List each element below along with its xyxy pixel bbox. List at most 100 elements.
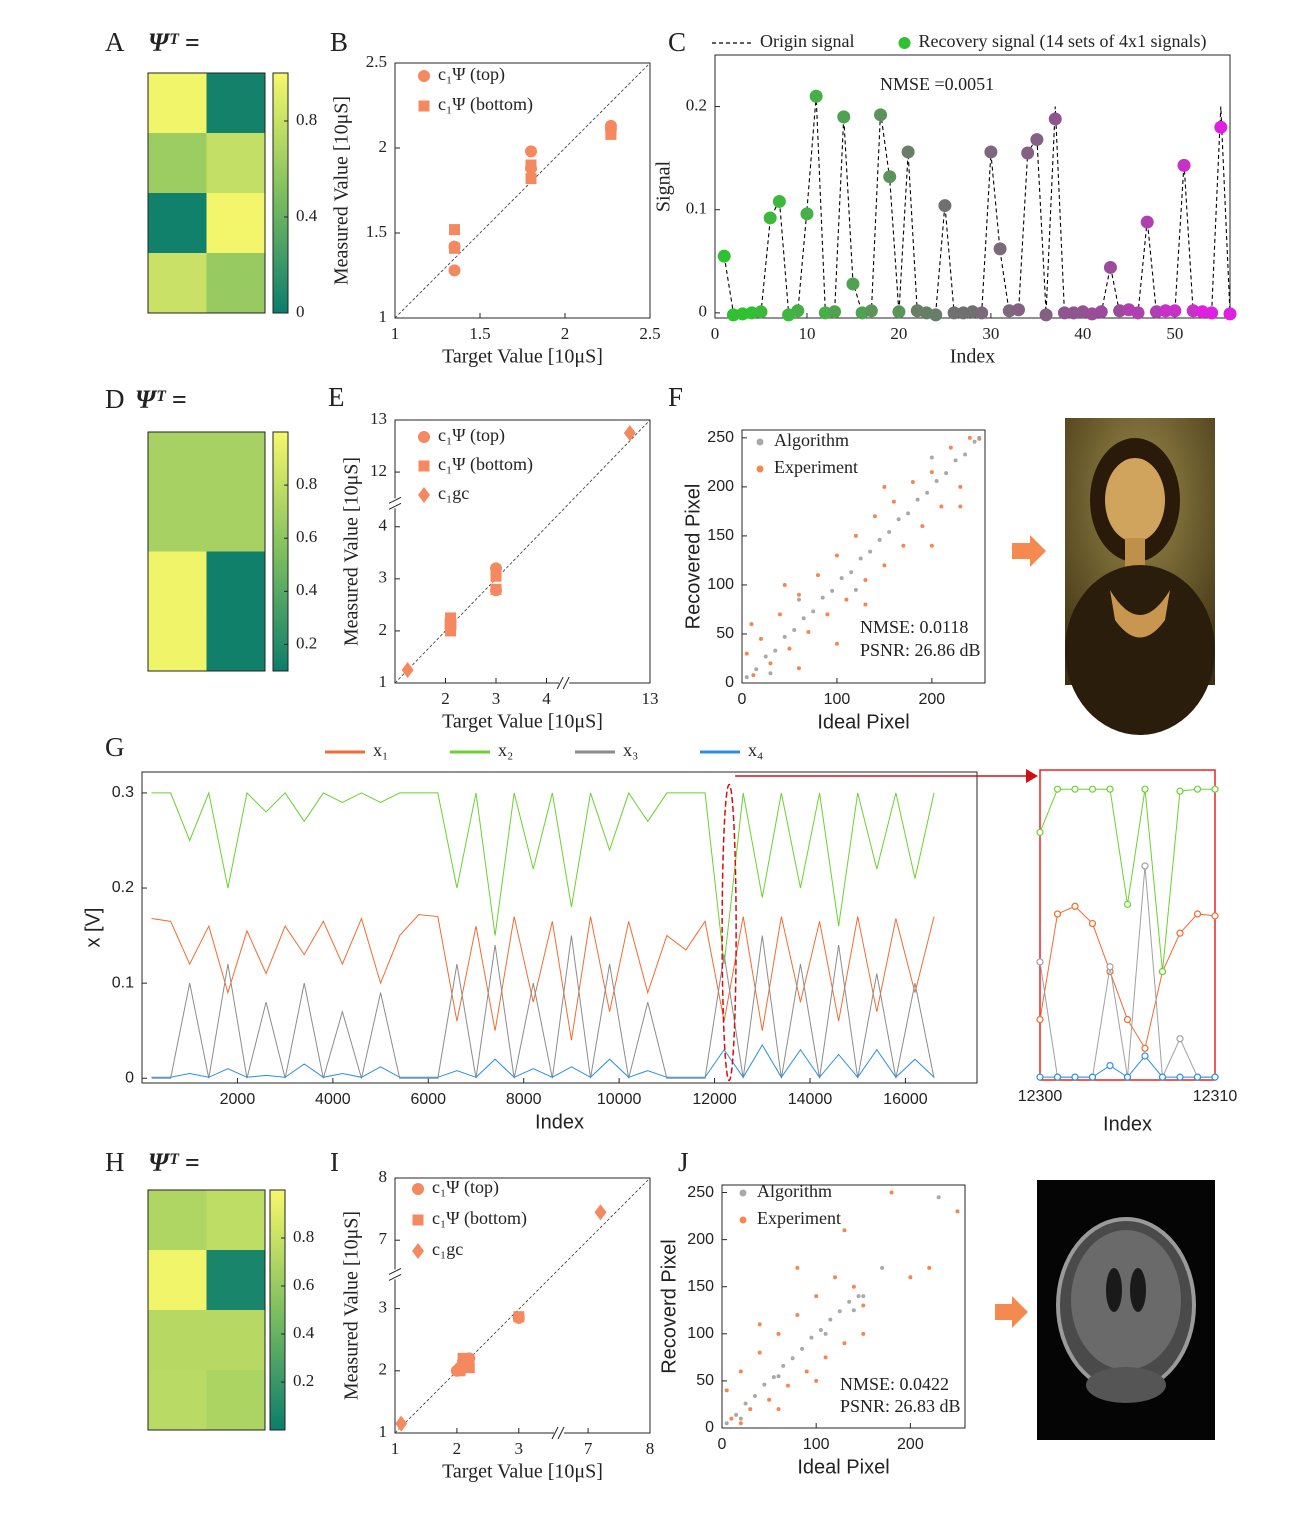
data-point (972, 439, 977, 444)
data-point (908, 1275, 913, 1280)
y-tick-label: 2.5 (366, 52, 387, 71)
data-point (796, 592, 801, 597)
data-point (1131, 306, 1145, 320)
panel-label: H (105, 1147, 125, 1177)
y-axis-label: Recoverd Pixel (658, 1239, 680, 1374)
y-axis-label: Measured Value [10μS] (331, 96, 353, 285)
legend-label: x₃ (623, 740, 638, 760)
data-point (1123, 1073, 1132, 1081)
data-point (1053, 1073, 1062, 1081)
data-point (1071, 785, 1079, 793)
data-line (151, 935, 935, 1079)
data-point (763, 654, 768, 659)
data-point (901, 543, 906, 548)
y-tick-label: 0 (725, 674, 734, 691)
data-point (795, 1312, 800, 1317)
data-point (883, 170, 897, 184)
reference-line (394, 1177, 651, 1434)
data-point (395, 1415, 408, 1432)
data-point (863, 602, 868, 607)
x-axis-label: Target Value [10μS] (442, 346, 603, 368)
y-axis-label: Signal (653, 161, 675, 213)
data-point (1176, 1035, 1184, 1043)
heatmap-cell (148, 432, 207, 493)
data-point (1159, 304, 1173, 318)
data-point (776, 1374, 781, 1379)
y-tick-label: 1 (379, 307, 388, 326)
data-point (800, 207, 814, 221)
data-point (977, 436, 982, 441)
data-point (811, 609, 816, 614)
x-tick-label: 40 (1074, 324, 1091, 343)
data-point (833, 1275, 838, 1280)
data-point (525, 162, 537, 175)
x-tick-label: 50 (1166, 324, 1183, 343)
data-point (1106, 963, 1114, 971)
x-tick-label: 2 (453, 1439, 462, 1458)
matrix-label: Ψᵀ = (135, 385, 187, 414)
y-tick-label: 0.2 (112, 879, 134, 896)
data-point (773, 648, 778, 653)
data-point (975, 306, 989, 320)
data-point (448, 264, 461, 277)
data-point (809, 89, 823, 103)
x-tick-label: 200 (918, 691, 945, 708)
data-point (1176, 929, 1184, 937)
data-point (944, 471, 949, 476)
data-point (748, 1407, 753, 1412)
data-point (757, 1322, 762, 1327)
data-point (1088, 1073, 1097, 1081)
x-tick-label: 2 (441, 689, 450, 708)
data-point (744, 675, 749, 680)
brain-image (1037, 1180, 1215, 1440)
data-point (734, 1412, 739, 1417)
colorbar (272, 431, 289, 672)
data-point (889, 1190, 894, 1195)
x-tick-label: 8 (646, 1439, 655, 1458)
data-point (782, 582, 787, 587)
y-tick-label: 2 (379, 137, 388, 156)
data-point (823, 1331, 828, 1336)
x-tick-label: 2000 (220, 1091, 256, 1108)
annotation: NMSE: 0.0118 (860, 617, 968, 637)
legend-label: x₂ (498, 740, 513, 760)
data-point (1214, 120, 1228, 134)
x-tick-label: 8000 (506, 1091, 542, 1108)
body (1065, 565, 1215, 735)
data-point (604, 123, 617, 136)
data-point (796, 666, 801, 671)
data-point (512, 1311, 525, 1324)
data-point (984, 145, 998, 159)
data-point (929, 470, 934, 475)
axis-break-mark (556, 676, 564, 690)
data-point (463, 1352, 476, 1365)
data-point (1011, 303, 1025, 317)
plot-area (721, 1184, 966, 1429)
legend-label: Algorithm (757, 1181, 832, 1201)
heatmap-cell (206, 551, 266, 612)
data-point (1088, 919, 1097, 928)
data-point (1141, 785, 1149, 793)
data-point (925, 490, 930, 495)
data-point (1123, 900, 1132, 908)
axis-break (391, 498, 399, 509)
y-tick-label: 0.2 (686, 95, 707, 114)
heatmap-cell (206, 1250, 266, 1311)
data-point (781, 1363, 786, 1368)
legend-label: c₁gc (438, 483, 469, 503)
ventricle (1106, 1268, 1122, 1312)
data-point (623, 425, 636, 442)
y-tick-label: 100 (707, 576, 734, 593)
data-point (1176, 1073, 1184, 1081)
data-point (1088, 785, 1097, 793)
legend-label: Origin signal (760, 31, 855, 51)
legend-marker (412, 1183, 424, 1195)
data-point (1106, 1062, 1114, 1070)
data-point (934, 478, 939, 483)
x-tick-label: 7 (584, 1439, 593, 1458)
data-point (796, 597, 801, 602)
data-point (887, 529, 892, 534)
data-point (880, 1265, 885, 1270)
y-tick-label: 1 (379, 672, 388, 691)
data-line (151, 1043, 935, 1079)
